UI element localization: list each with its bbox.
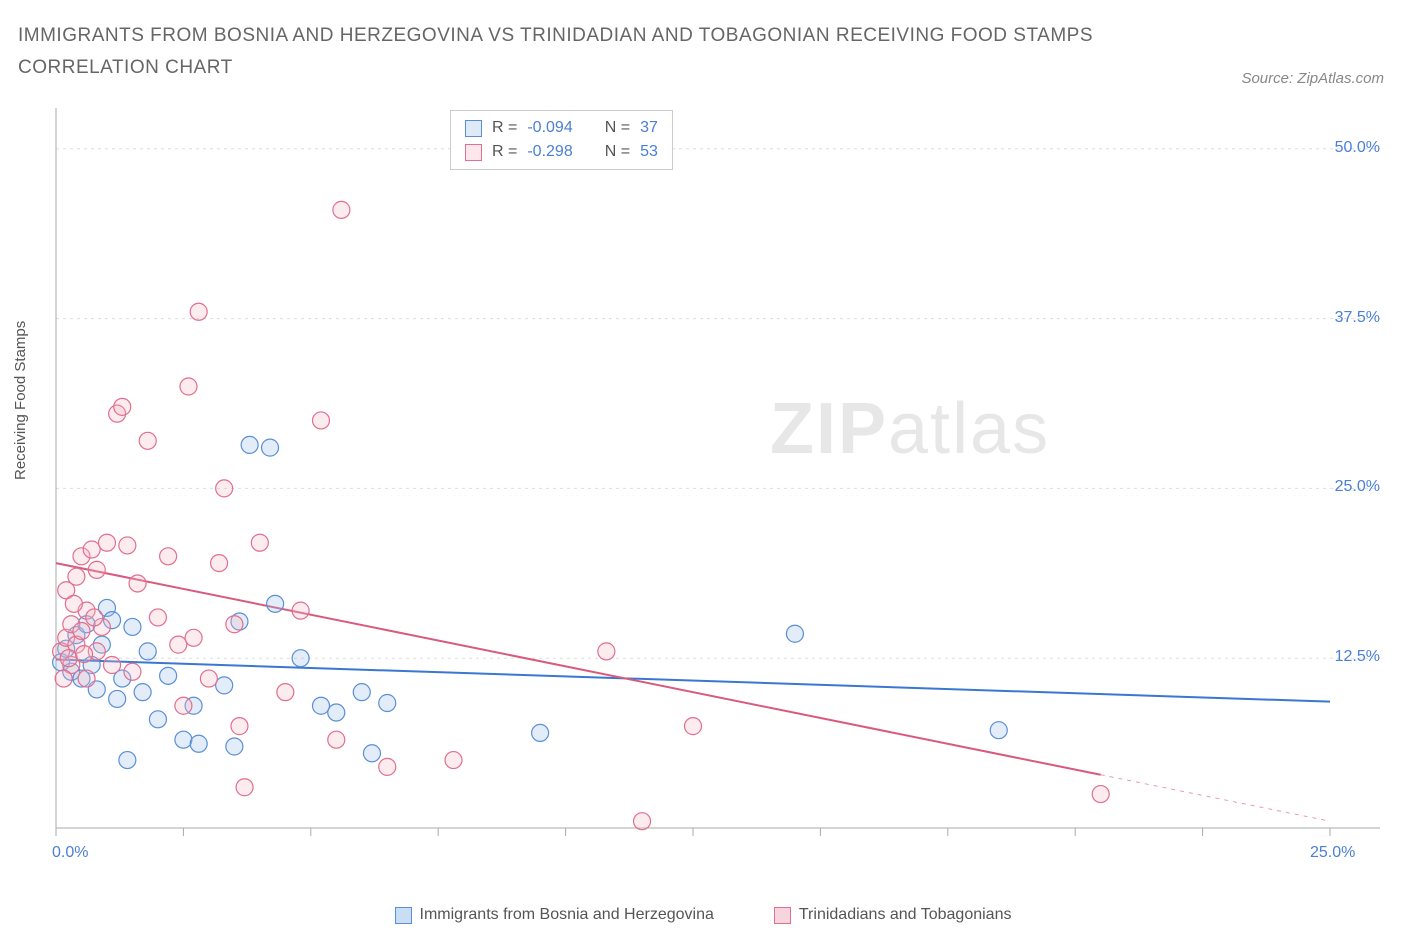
chart-title: IMMIGRANTS FROM BOSNIA AND HERZEGOVINA V…	[18, 20, 1118, 85]
stats-legend-box: R = -0.094 N = 37 R = -0.298 N = 53	[450, 110, 673, 170]
y-tick-label: 25.0%	[1335, 478, 1380, 496]
source-label: Source: ZipAtlas.com	[1241, 70, 1384, 87]
legend-bottom: Immigrants from Bosnia and Herzegovina Tr…	[0, 906, 1406, 924]
y-tick-label: 12.5%	[1335, 648, 1380, 666]
legend-label: Immigrants from Bosnia and Herzegovina	[420, 906, 714, 924]
y-tick-label: 37.5%	[1335, 309, 1380, 327]
legend-swatch	[395, 907, 412, 924]
legend-item: Immigrants from Bosnia and Herzegovina	[395, 906, 714, 924]
stats-row: R = -0.094 N = 37	[465, 116, 658, 140]
legend-swatch	[774, 907, 791, 924]
legend-label: Trinidadians and Tobagonians	[799, 906, 1012, 924]
stats-swatch	[465, 120, 482, 137]
x-tick-label: 25.0%	[1310, 844, 1355, 862]
stats-r-prefix: R =	[492, 140, 517, 164]
scatter-chart-svg	[50, 108, 1390, 868]
y-tick-label: 50.0%	[1335, 139, 1380, 157]
stats-n-prefix: N =	[605, 116, 630, 140]
chart-area: ZIPatlas R =-0.094N =37R =-0.298N =53 12…	[50, 108, 1390, 868]
stats-n-value: 37	[640, 116, 658, 140]
stats-n-prefix: N =	[605, 140, 630, 164]
stats-swatch	[465, 144, 482, 161]
stats-r-value: -0.094	[527, 116, 572, 140]
stats-n-value: 53	[640, 140, 658, 164]
legend-item: Trinidadians and Tobagonians	[774, 906, 1012, 924]
stats-row: R = -0.298 N = 53	[465, 140, 658, 164]
x-tick-label: 0.0%	[52, 844, 88, 862]
stats-r-prefix: R =	[492, 116, 517, 140]
y-axis-label: Receiving Food Stamps	[12, 321, 29, 480]
stats-r-value: -0.298	[527, 140, 572, 164]
